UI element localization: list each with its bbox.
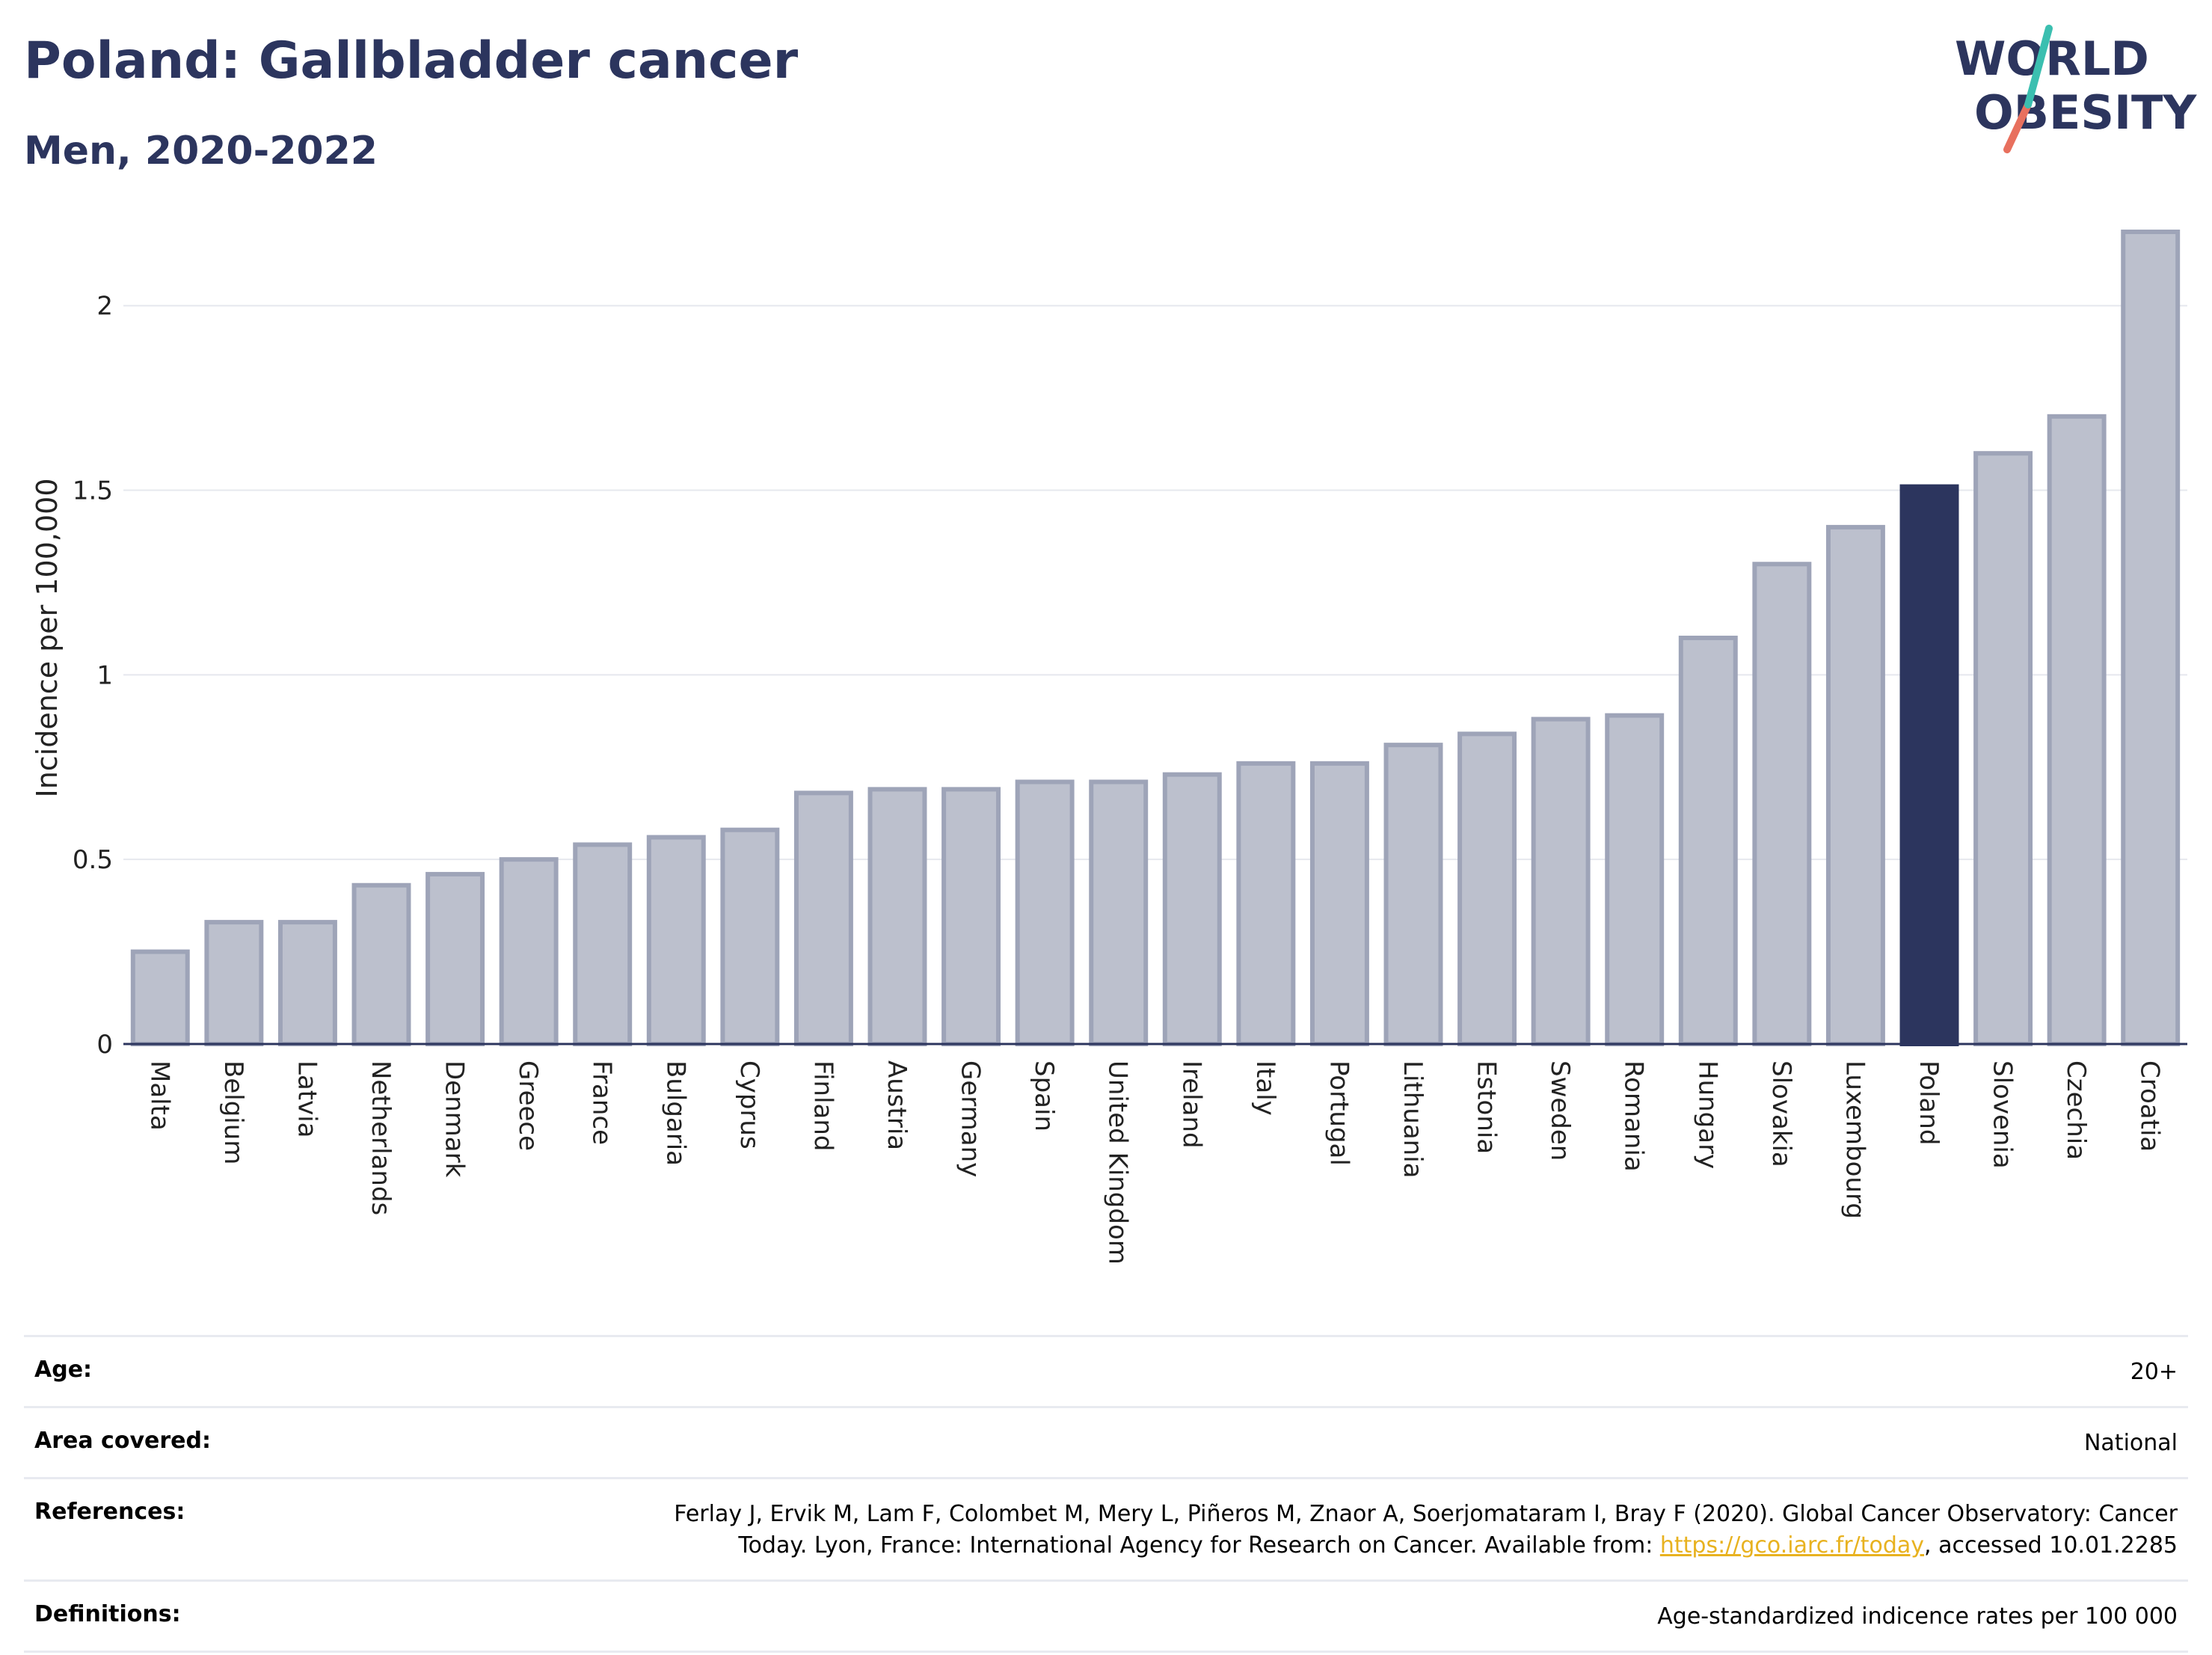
x-tick-label: Slovenia <box>1988 1060 2018 1169</box>
x-tick-label: Croatia <box>2135 1060 2165 1152</box>
world-obesity-logo: WORLD OBESITY <box>1955 25 2197 153</box>
info-table: Age: 20+ Area covered: National Referenc… <box>24 1335 2188 1653</box>
bar <box>1457 731 1517 1046</box>
bar <box>573 842 633 1047</box>
area-label: Area covered: <box>34 1428 211 1454</box>
chart-subtitle: Men, 2020-2022 <box>24 129 378 174</box>
bar <box>130 949 190 1047</box>
x-tick-label: Latvia <box>292 1060 322 1138</box>
bar <box>425 871 485 1046</box>
chart-title: Poland: Gallbladder cancer <box>24 31 799 90</box>
x-tick-label: Hungary <box>1692 1060 1722 1169</box>
x-tick-label: Cyprus <box>734 1060 764 1149</box>
bar <box>1752 562 1812 1046</box>
bar <box>793 790 853 1046</box>
y-tick-label: 0.5 <box>73 845 113 875</box>
bar <box>1825 524 1885 1046</box>
x-tick-label: United Kingdom <box>1103 1060 1133 1265</box>
bar <box>646 835 706 1046</box>
x-tick-label: Italy <box>1250 1060 1280 1116</box>
bar <box>2121 230 2181 1046</box>
bar <box>1015 779 1075 1046</box>
bar <box>1309 761 1369 1046</box>
bar <box>1605 713 1665 1046</box>
x-tick-label: Luxembourg <box>1840 1060 1870 1219</box>
x-tick-label: Malta <box>144 1060 174 1131</box>
x-tick-label: Slovakia <box>1766 1060 1796 1167</box>
age-value: 20+ <box>2130 1359 2178 1385</box>
x-tick-label: Czechia <box>2061 1060 2091 1160</box>
definitions-label: Definitions: <box>34 1601 181 1627</box>
bar <box>277 920 337 1046</box>
bar <box>204 920 264 1046</box>
info-row-definitions: Definitions: Age-standardized indicence … <box>24 1579 2188 1653</box>
bar <box>1089 779 1149 1046</box>
bar <box>1162 772 1222 1047</box>
y-tick-label: 1 <box>96 660 113 690</box>
x-tick-label: Romania <box>1619 1060 1649 1172</box>
x-tick-label: Estonia <box>1472 1060 1502 1154</box>
x-tick-label: Germany <box>956 1060 986 1177</box>
logo-line1: WORLD <box>1955 31 2149 86</box>
x-tick-label: Portugal <box>1324 1060 1354 1166</box>
references-link[interactable]: https://gco.iarc.fr/today <box>1659 1532 1925 1559</box>
bar <box>1973 451 2033 1046</box>
y-tick-label: 0 <box>96 1030 113 1060</box>
logo-line2: OBESITY <box>1974 85 2197 140</box>
bar <box>1899 484 1959 1046</box>
x-tick-label: Bulgaria <box>660 1060 690 1166</box>
logo-coral-stroke <box>2003 101 2032 153</box>
bar-chart: 0 0.5 1 1.5 2 Malta Belgium Latvia Netherlands De… <box>31 230 2187 1265</box>
references-text: Ferlay J, Ervik M, Lam F, Colombet M, Me… <box>674 1501 2178 1559</box>
info-row-area: Area covered: National <box>24 1406 2188 1477</box>
bar <box>2047 414 2107 1046</box>
definitions-value: Age-standardized indicence rates per 100… <box>1657 1603 2178 1630</box>
references-value: Ferlay J, Ervik M, Lam F, Colombet M, Me… <box>607 1499 2178 1562</box>
age-label: Age: <box>34 1357 93 1383</box>
bar <box>1531 716 1591 1046</box>
x-tick-label: Austria <box>882 1060 912 1150</box>
bar <box>1236 761 1296 1046</box>
logo-teal-stroke <box>2024 25 2053 108</box>
bar <box>1383 743 1443 1046</box>
bar <box>720 827 780 1046</box>
info-row-age: Age: 20+ <box>24 1335 2188 1406</box>
bar <box>499 857 559 1046</box>
y-tick-label: 2 <box>96 292 113 322</box>
x-tick-label: Sweden <box>1545 1060 1575 1161</box>
x-tick-label: Spain <box>1029 1060 1059 1132</box>
y-tick-label: 1.5 <box>73 476 113 506</box>
x-tick-label: France <box>587 1060 617 1145</box>
x-tick-label: Greece <box>513 1060 543 1151</box>
x-tick-label: Poland <box>1914 1060 1944 1146</box>
x-tick-label: Lithuania <box>1398 1060 1428 1178</box>
x-tick-label: Denmark <box>440 1060 470 1178</box>
references-suffix: , accessed 10.01.2285 <box>1924 1532 2178 1559</box>
area-value: National <box>2083 1430 2178 1456</box>
x-tick-label: Ireland <box>1176 1060 1206 1149</box>
x-tick-label: Netherlands <box>366 1060 396 1215</box>
x-tick-label: Finland <box>808 1060 838 1152</box>
y-axis-label: Incidence per 100,000 <box>31 478 64 797</box>
bar <box>1678 636 1738 1046</box>
references-label: References: <box>34 1499 185 1525</box>
bar <box>867 787 927 1046</box>
bar <box>351 882 411 1046</box>
x-tick-label: Belgium <box>218 1060 248 1164</box>
bar <box>941 787 1001 1046</box>
info-row-references: References: Ferlay J, Ervik M, Lam F, Co… <box>24 1477 2188 1579</box>
